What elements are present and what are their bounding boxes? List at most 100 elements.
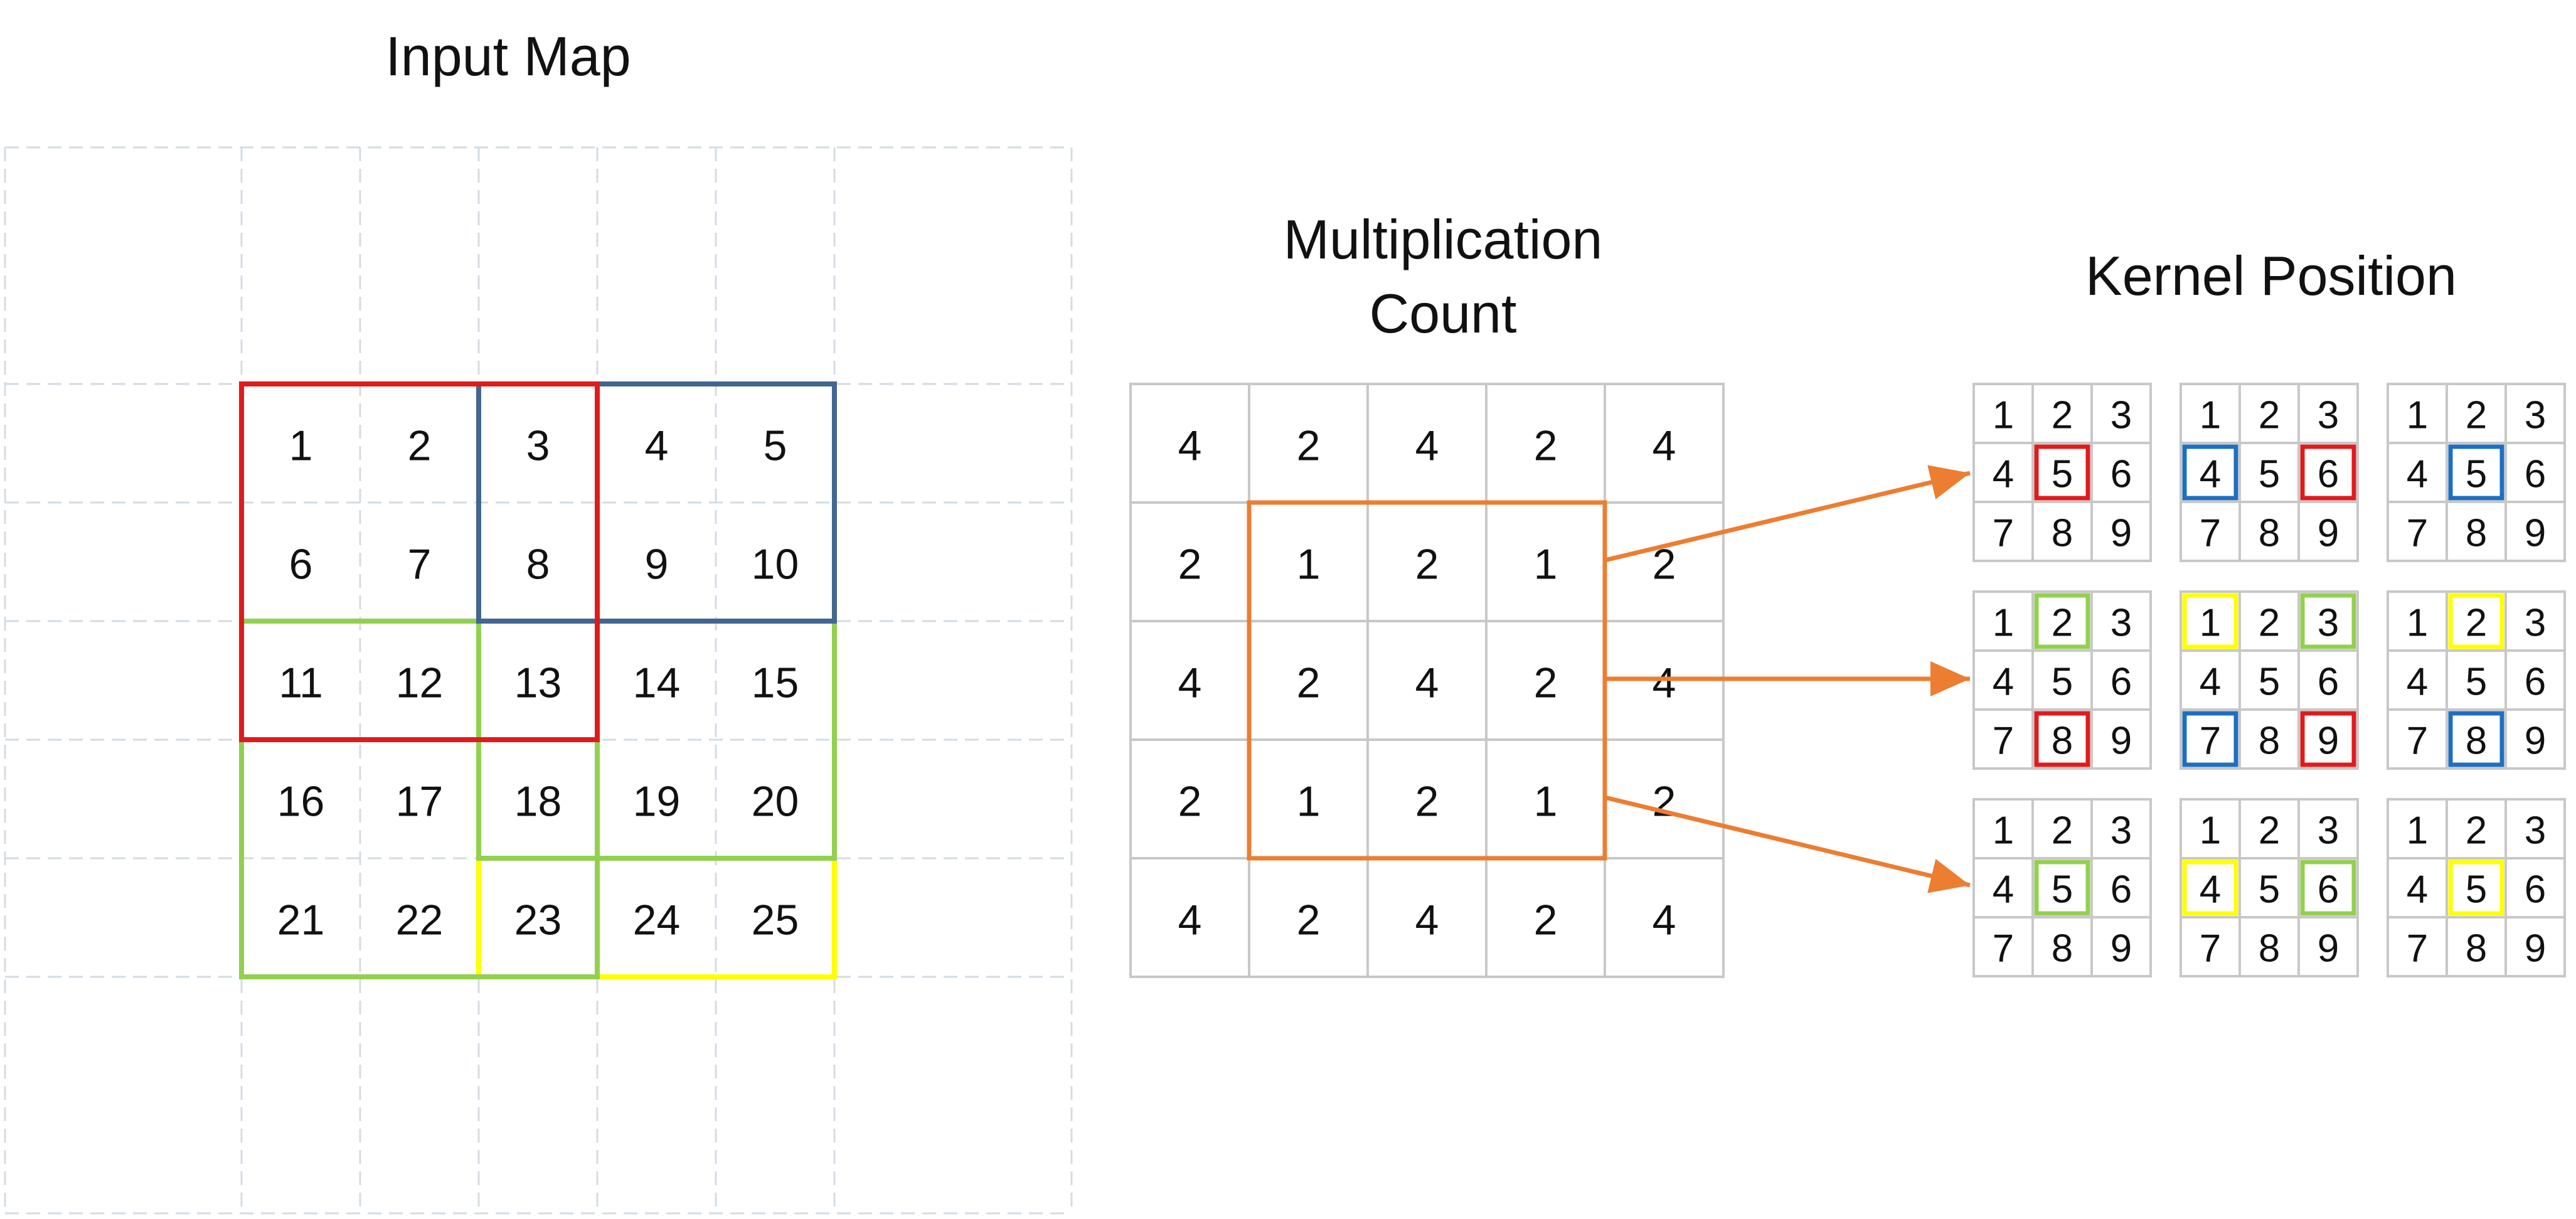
- kernel-highlight: [2182, 444, 2238, 501]
- kernel-cell-5: 5: [2052, 868, 2073, 912]
- arrows: [1604, 465, 1971, 893]
- kernel-cell-7: 7: [1993, 927, 2014, 971]
- kernel-8: 1 2 3 4 5 6 7 8 9: [2179, 798, 2359, 977]
- count-cell: 4: [1178, 897, 1202, 944]
- input-cell-8: 8: [526, 541, 550, 588]
- kernel-cell-3: 3: [2110, 394, 2132, 437]
- kernel-cell-3: 3: [2110, 602, 2132, 645]
- kernel-6: 1 2 3 4 5 6 7 8 9: [2387, 590, 2566, 770]
- kernel-cell-7: 7: [2200, 927, 2221, 971]
- kernel-grid-cell: [2297, 916, 2359, 977]
- kernel-cell-5: 5: [2466, 868, 2487, 912]
- kernel-grid-cell: [2090, 501, 2152, 562]
- kernel-cell-3: 3: [2318, 809, 2339, 853]
- kernel-highlight: [2182, 711, 2238, 767]
- count-cell: 4: [1653, 897, 1676, 944]
- input-cell-9: 9: [645, 541, 669, 588]
- kernel-cell-3: 3: [2525, 394, 2546, 437]
- count-cell: 2: [1534, 659, 1558, 707]
- kernel-cell-5: 5: [2466, 453, 2487, 496]
- count-cell: 2: [1415, 778, 1439, 826]
- count-cell: 2: [1415, 541, 1439, 588]
- kernel-cell-8: 8: [2259, 927, 2280, 971]
- input-cell-15: 15: [752, 659, 799, 707]
- count-cell: 4: [1415, 422, 1439, 470]
- kernel-cell-1: 1: [1993, 809, 2014, 853]
- kernel-cell-1: 1: [2407, 809, 2428, 853]
- kernel-cell-2: 2: [2259, 602, 2280, 645]
- arrow-1: [1604, 465, 1971, 563]
- kernel-cell-1: 1: [2200, 394, 2221, 437]
- kernel-cell-6: 6: [2110, 453, 2132, 496]
- kernel-1: 1 2 3 4 5 6 7 8 9: [1972, 383, 2152, 562]
- count-grid-cell: [1604, 857, 1725, 978]
- region-green: [239, 619, 600, 979]
- kernel-cell-3: 3: [2525, 602, 2546, 645]
- kernel-cell-7: 7: [2407, 512, 2428, 555]
- kernel-cell-8: 8: [2259, 512, 2280, 555]
- kernel-highlight: [2034, 711, 2090, 767]
- kernel-cell-8: 8: [2052, 512, 2073, 555]
- kernel-cell-2: 2: [2052, 602, 2073, 645]
- kernel-highlight: [2448, 444, 2504, 501]
- kernel-cell-1: 1: [2407, 394, 2428, 437]
- kernel-cell-3: 3: [2318, 394, 2339, 437]
- count-cell: 4: [1178, 422, 1202, 470]
- kernel-cell-8: 8: [2052, 927, 2073, 971]
- input-cell-13: 13: [514, 659, 562, 707]
- input-cell-20: 20: [752, 778, 799, 826]
- kernel-cell-9: 9: [2525, 720, 2546, 763]
- kernel-cell-2: 2: [2259, 394, 2280, 437]
- kernel-cell-5: 5: [2259, 661, 2280, 704]
- multiplication-count-title-line1: Multiplication: [1283, 208, 1603, 270]
- kernel-cell-8: 8: [2466, 927, 2487, 971]
- kernel-cell-6: 6: [2318, 868, 2339, 912]
- count-cell: 1: [1534, 778, 1558, 826]
- count-cell: 4: [1653, 659, 1676, 707]
- kernel-cell-7: 7: [2200, 720, 2221, 763]
- input-cell-24: 24: [633, 897, 681, 944]
- input-cell-12: 12: [396, 659, 444, 707]
- count-cell: 2: [1297, 422, 1321, 470]
- kernel-4: 1 2 3 4 5 6 7 8 9: [1972, 590, 2152, 770]
- kernel-cell-7: 7: [2200, 512, 2221, 555]
- kernel-highlight: [2300, 593, 2356, 649]
- kernel-cell-2: 2: [2259, 809, 2280, 853]
- region-red: [239, 381, 600, 742]
- kernel-cell-5: 5: [2052, 453, 2073, 496]
- kernel-highlight: [2448, 711, 2504, 767]
- kernel-cell-5: 5: [2052, 661, 2073, 704]
- kernel-2: 1 2 3 4 5 6 7 8 9: [2179, 383, 2359, 562]
- count-cell: 1: [1297, 778, 1321, 826]
- kernel-grid-cell: [2297, 501, 2359, 562]
- count-cell: 1: [1297, 541, 1321, 588]
- kernel-cell-4: 4: [1993, 868, 2014, 912]
- kernel-cell-4: 4: [2200, 868, 2221, 912]
- kernel-cell-1: 1: [2407, 602, 2428, 645]
- kernel-cell-5: 5: [2259, 868, 2280, 912]
- kernel-highlight: [2448, 860, 2504, 916]
- input-cell-25: 25: [752, 897, 799, 944]
- kernel-highlight: [2300, 444, 2356, 501]
- kernel-grid-cell: [2090, 916, 2152, 977]
- kernel-cell-2: 2: [2466, 809, 2487, 853]
- input-map-regions: [239, 381, 837, 979]
- input-cell-21: 21: [277, 897, 325, 944]
- kernel-cell-9: 9: [2318, 512, 2339, 555]
- kernel-cell-4: 4: [2407, 868, 2428, 912]
- kernel-cell-9: 9: [2318, 927, 2339, 971]
- kernel-cell-6: 6: [2110, 661, 2132, 704]
- input-map-title: Input Map: [385, 25, 631, 87]
- count-cell: 4: [1653, 422, 1676, 470]
- kernel-grid-cell: [2504, 708, 2566, 770]
- kernel-highlight: [2300, 711, 2356, 767]
- input-cell-18: 18: [514, 778, 562, 826]
- count-cell: 2: [1297, 659, 1321, 707]
- count-cell: 2: [1178, 541, 1202, 588]
- kernel-cell-9: 9: [2110, 512, 2132, 555]
- kernel-cell-6: 6: [2318, 453, 2339, 496]
- kernel-cell-4: 4: [2407, 661, 2428, 704]
- input-cell-7: 7: [408, 541, 432, 588]
